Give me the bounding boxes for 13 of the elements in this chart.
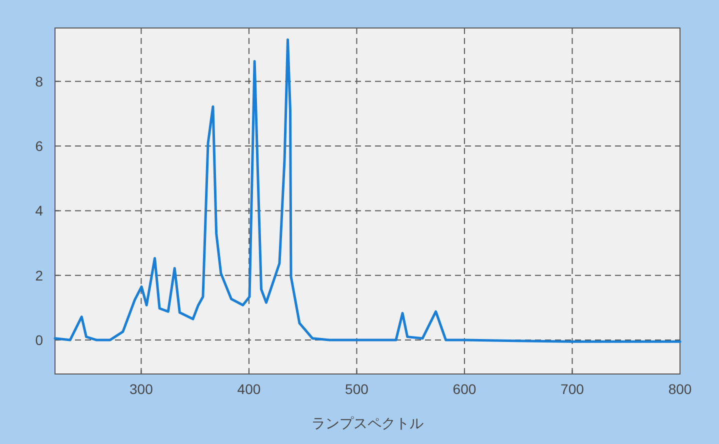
x-tick-label: 300 [130,381,154,397]
y-tick-label: 6 [35,138,44,154]
x-tick-label: 700 [560,381,584,397]
y-tick-label: 4 [35,202,44,219]
y-tick-label: 0 [35,332,44,348]
line-series [54,38,682,343]
x-axis-title: ランプスペクトル [312,415,424,431]
x-tick-label: 500 [345,381,369,397]
y-tick-label: 2 [35,267,44,284]
y-tick-label: 8 [35,73,44,90]
x-tick-label: 400 [237,381,261,397]
x-tick-label: 600 [452,381,476,397]
x-tick-label: 800 [668,381,692,397]
